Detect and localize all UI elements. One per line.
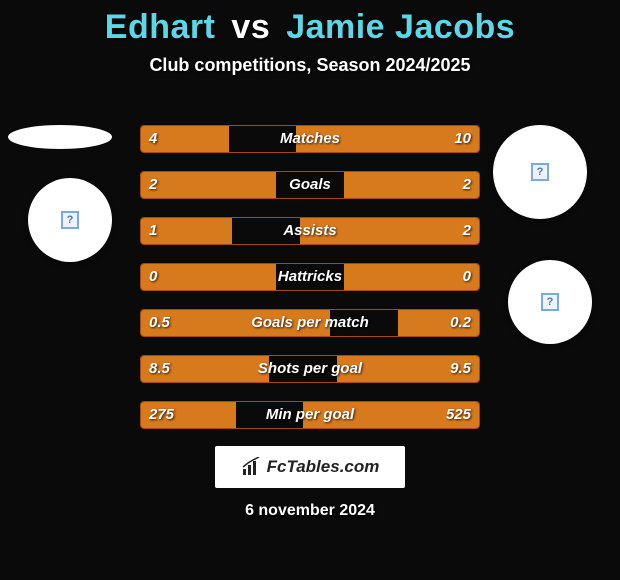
vs-text: vs bbox=[231, 8, 270, 46]
stat-label: Matches bbox=[141, 126, 479, 152]
decor-circle-right-2: ? bbox=[508, 260, 592, 344]
decor-ellipse-left bbox=[8, 125, 112, 149]
subtitle: Club competitions, Season 2024/2025 bbox=[0, 55, 620, 76]
comparison-chart: 410Matches 22Goals 12Assists 00Hattricks 0.5… bbox=[140, 125, 480, 447]
date-text: 6 november 2024 bbox=[0, 502, 620, 520]
stat-row: 0.50.2Goals per match bbox=[140, 309, 480, 337]
placeholder-icon: ? bbox=[61, 211, 79, 229]
stat-label: Assists bbox=[141, 218, 479, 244]
page-title: Edhart vs Jamie Jacobs bbox=[0, 0, 620, 47]
stat-row: 00Hattricks bbox=[140, 263, 480, 291]
decor-circle-left: ? bbox=[28, 178, 112, 262]
stat-label: Hattricks bbox=[141, 264, 479, 290]
stat-row: 8.59.5Shots per goal bbox=[140, 355, 480, 383]
decor-circle-right-1: ? bbox=[493, 125, 587, 219]
player2-name: Jamie Jacobs bbox=[286, 8, 515, 46]
placeholder-icon: ? bbox=[531, 163, 549, 181]
logo-box: FcTables.com bbox=[215, 446, 405, 488]
placeholder-icon: ? bbox=[541, 293, 559, 311]
stat-row: 410Matches bbox=[140, 125, 480, 153]
logo-text: FcTables.com bbox=[267, 457, 380, 477]
chart-icon bbox=[241, 457, 263, 477]
stat-label: Shots per goal bbox=[141, 356, 479, 382]
player1-name: Edhart bbox=[105, 8, 216, 46]
stat-row: 22Goals bbox=[140, 171, 480, 199]
stat-row: 12Assists bbox=[140, 217, 480, 245]
stat-row: 275525Min per goal bbox=[140, 401, 480, 429]
stat-label: Goals bbox=[141, 172, 479, 198]
stat-label: Min per goal bbox=[141, 402, 479, 428]
stat-label: Goals per match bbox=[141, 310, 479, 336]
